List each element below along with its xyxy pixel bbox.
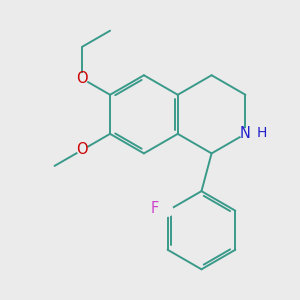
Text: O: O bbox=[76, 71, 88, 86]
Circle shape bbox=[77, 74, 87, 84]
Text: F: F bbox=[151, 201, 159, 216]
Text: O: O bbox=[76, 142, 88, 158]
Circle shape bbox=[77, 145, 87, 155]
Text: N: N bbox=[240, 126, 251, 141]
Circle shape bbox=[240, 129, 250, 139]
Circle shape bbox=[162, 205, 173, 216]
Text: H: H bbox=[256, 126, 267, 140]
